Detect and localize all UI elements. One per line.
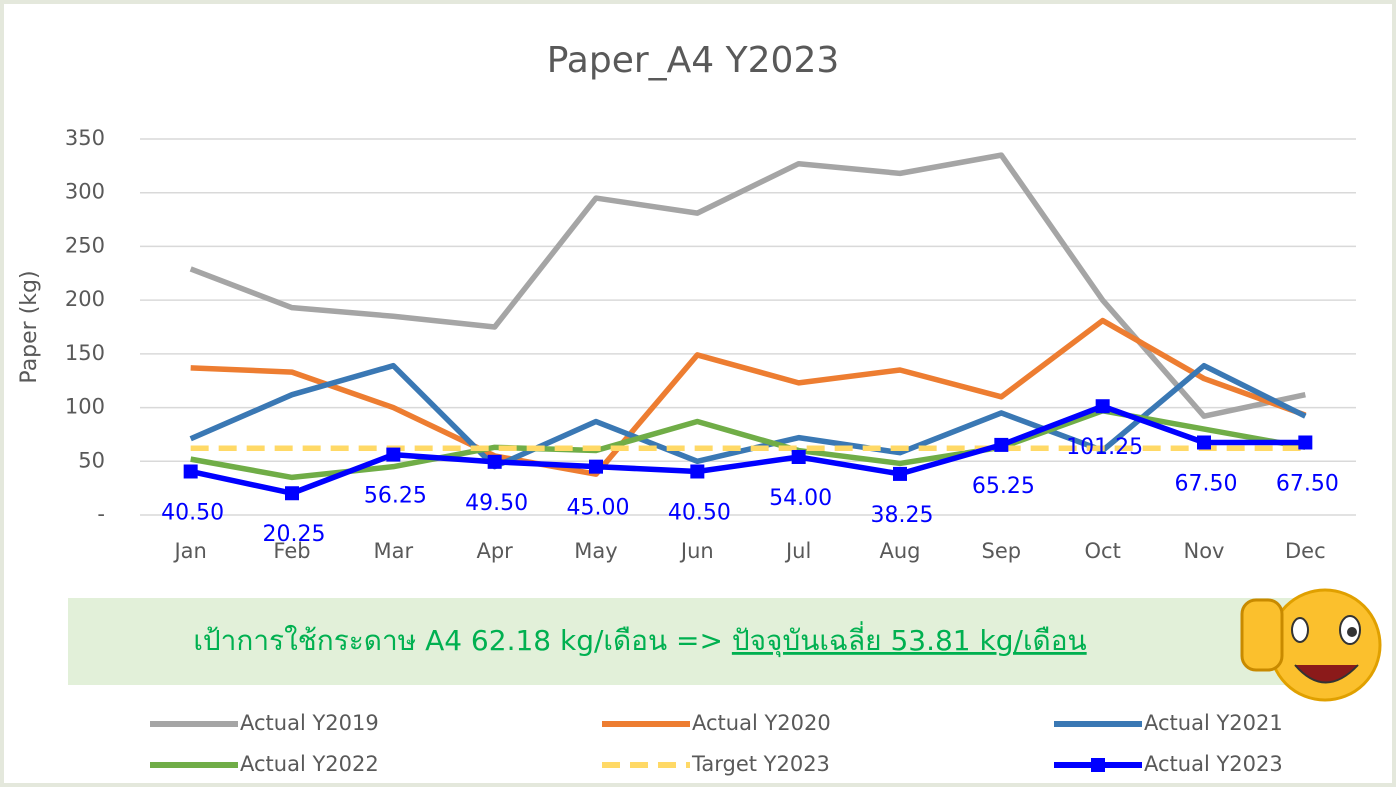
x-tick-label: Sep (982, 539, 1022, 563)
legend-label: Target Y2023 (691, 752, 830, 776)
marker (589, 459, 603, 474)
legend: Actual Y2019 Actual Y2020 Actual Y2021 Actu… (150, 711, 1283, 776)
x-tick-label: Nov (1184, 539, 1225, 563)
x-tick-label: Jun (679, 539, 714, 563)
x-tick-label: Jul (784, 539, 811, 563)
y-tick-label: 350 (65, 126, 105, 150)
value-label: 20.25 (263, 522, 326, 547)
series-line (189, 362, 1307, 470)
value-label: 101.25 (1066, 435, 1143, 460)
value-label: 67.50 (1175, 471, 1238, 496)
value-label: 40.50 (668, 500, 731, 525)
value-label: 38.25 (871, 503, 934, 528)
series-line (190, 403, 1306, 496)
value-label: 56.25 (364, 484, 427, 509)
value-label: 49.50 (465, 491, 528, 516)
legend-label: Actual Y2019 (240, 711, 379, 735)
marker (487, 454, 502, 469)
plot: 40.50 20.25 56.25 49.50 45.00 40.50 54.00 38.25… (161, 152, 1339, 547)
series-line (190, 317, 1307, 477)
x-tick-label: Dec (1285, 539, 1326, 563)
y-tick-label: 250 (65, 233, 105, 257)
x-tick-label: Mar (374, 539, 414, 563)
y-tick-label: - (97, 502, 105, 526)
value-label: 65.25 (972, 474, 1035, 499)
chart-title: Paper_A4 Y2023 (547, 40, 840, 81)
banner-text: เป้าการใช้กระดาษ A4 62.18 kg/เดือน => ปั… (193, 621, 1086, 658)
x-tick-label: Jan (172, 539, 206, 563)
series-line (189, 152, 1306, 419)
value-label: 67.50 (1276, 471, 1339, 496)
x-tick-label: Oct (1085, 539, 1121, 563)
marker (285, 486, 299, 501)
marker (1298, 435, 1313, 450)
emoji (1240, 588, 1382, 702)
y-axis-label: Paper (kg) (17, 270, 42, 383)
y-tick-label: 50 (78, 448, 105, 472)
legend-marker (1091, 758, 1105, 772)
target-text: เป้าการใช้กระดาษ A4 62.18 kg/เดือน => (193, 624, 732, 657)
x-tick-label: Feb (273, 539, 310, 563)
marker (690, 464, 705, 479)
value-label: 54.00 (769, 486, 832, 511)
marker (893, 466, 907, 481)
y-tick-label: 150 (65, 341, 105, 365)
x-tick-label: May (574, 539, 617, 563)
marker (994, 437, 1009, 452)
x-tick-label: Aug (879, 539, 920, 563)
y-tick-label: 100 (65, 395, 105, 419)
value-label: 40.50 (161, 500, 224, 525)
current-text: ปัจจุบันเฉลี่ย 53.81 kg/เดือน (732, 621, 1087, 658)
y-tick-label: 300 (65, 180, 105, 204)
banner (68, 598, 1345, 685)
value-label: 45.00 (567, 496, 630, 521)
marker (1197, 435, 1211, 450)
legend-label: Actual Y2021 (1144, 711, 1283, 735)
legend-label: Actual Y2023 (1144, 752, 1283, 776)
legend-label: Actual Y2020 (692, 711, 831, 735)
y-tick-label: 200 (65, 287, 105, 311)
marker (791, 449, 806, 464)
x-tick-label: Apr (476, 539, 513, 563)
marker (386, 447, 401, 462)
legend-label: Actual Y2022 (240, 752, 379, 776)
marker (183, 464, 198, 479)
marker (1095, 399, 1110, 414)
